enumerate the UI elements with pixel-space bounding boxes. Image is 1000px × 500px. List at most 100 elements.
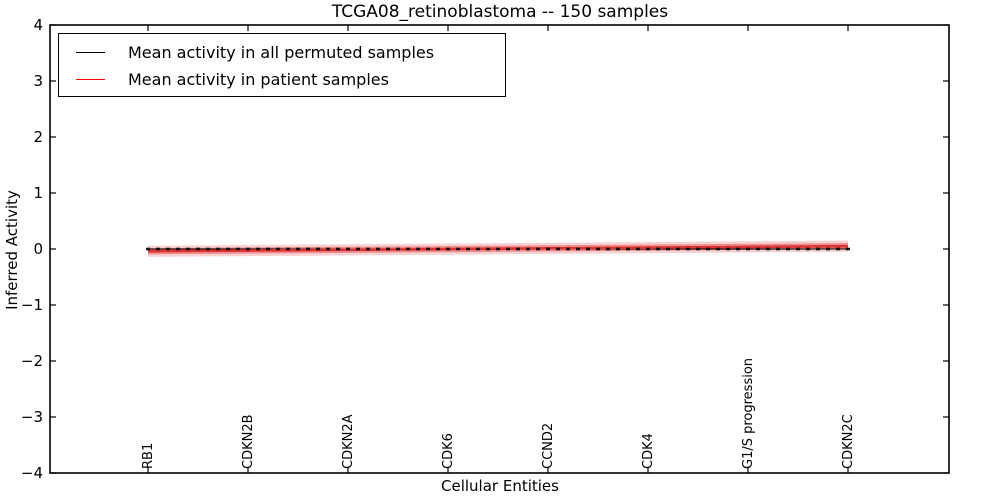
- permuted-mean-marker: [676, 247, 680, 251]
- legend-item-patient: Mean activity in patient samples: [59, 66, 505, 93]
- permuted-mean-marker: [826, 247, 830, 251]
- chart-title: TCGA08_retinoblastoma -- 150 samples: [331, 2, 669, 22]
- permuted-mean-marker: [756, 247, 760, 251]
- y-tick-label: 0: [33, 240, 43, 258]
- permuted-mean-marker: [566, 247, 570, 251]
- permuted-mean-marker: [786, 247, 790, 251]
- y-tick-label: −2: [21, 352, 43, 370]
- permuted-mean-marker: [656, 247, 660, 251]
- permuted-mean-marker: [846, 247, 850, 251]
- x-tick-label: RB1: [141, 443, 156, 469]
- permuted-mean-marker: [296, 247, 300, 251]
- permuted-mean-marker: [716, 247, 720, 251]
- permuted-mean-marker: [806, 247, 810, 251]
- permuted-mean-marker: [386, 247, 390, 251]
- permuted-mean-marker: [796, 247, 800, 251]
- legend-item-permuted: Mean activity in all permuted samples: [59, 39, 505, 66]
- permuted-mean-marker: [286, 247, 290, 251]
- permuted-mean-marker: [336, 247, 340, 251]
- permuted-mean-marker: [276, 247, 280, 251]
- permuted-mean-marker: [486, 247, 490, 251]
- permuted-mean-marker: [776, 247, 780, 251]
- permuted-mean-marker: [696, 247, 700, 251]
- permuted-mean-marker: [556, 247, 560, 251]
- permuted-mean-marker: [506, 247, 510, 251]
- permuted-mean-marker: [476, 247, 480, 251]
- permuted-mean-marker: [766, 247, 770, 251]
- permuted-mean-marker: [316, 247, 320, 251]
- permuted-mean-marker: [206, 247, 210, 251]
- permuted-mean-marker: [326, 247, 330, 251]
- permuted-mean-marker: [646, 247, 650, 251]
- x-tick-label: G1/S progression: [741, 358, 756, 469]
- permuted-mean-marker: [836, 247, 840, 251]
- permuted-mean-marker: [626, 247, 630, 251]
- y-tick-label: 3: [33, 72, 43, 90]
- permuted-mean-marker: [596, 247, 600, 251]
- permuted-mean-marker: [456, 247, 460, 251]
- y-axis-label: Inferred Activity: [3, 190, 21, 310]
- permuted-mean-marker: [666, 247, 670, 251]
- permuted-mean-marker: [176, 247, 180, 251]
- permuted-mean-marker: [446, 247, 450, 251]
- y-tick-label: −3: [21, 408, 43, 426]
- permuted-mean-marker: [226, 247, 230, 251]
- y-tick-label: 2: [33, 128, 43, 146]
- permuted-mean-marker: [436, 247, 440, 251]
- x-tick-label: CDKN2C: [841, 414, 856, 469]
- x-tick-label: CDKN2A: [341, 414, 356, 469]
- permuted-line-swatch: [76, 52, 105, 53]
- legend: Mean activity in all permuted samples Me…: [58, 33, 506, 97]
- permuted-mean-marker: [706, 247, 710, 251]
- y-tick-label: 1: [33, 184, 43, 202]
- permuted-mean-marker: [526, 247, 530, 251]
- permuted-mean-marker: [196, 247, 200, 251]
- permuted-mean-marker: [816, 247, 820, 251]
- permuted-mean-marker: [346, 247, 350, 251]
- permuted-mean-marker: [726, 247, 730, 251]
- permuted-mean-marker: [156, 247, 160, 251]
- permuted-mean-marker: [496, 247, 500, 251]
- x-tick-label: CCND2: [541, 423, 556, 469]
- permuted-mean-marker: [546, 247, 550, 251]
- permuted-mean-marker: [636, 247, 640, 251]
- permuted-mean-marker: [396, 247, 400, 251]
- permuted-mean-marker: [166, 247, 170, 251]
- permuted-mean-marker: [266, 247, 270, 251]
- permuted-mean-marker: [366, 247, 370, 251]
- permuted-mean-marker: [586, 247, 590, 251]
- legend-item-label: Mean activity in patient samples: [128, 70, 389, 89]
- permuted-mean-marker: [686, 247, 690, 251]
- x-tick-label: CDK6: [441, 433, 456, 469]
- permuted-mean-marker: [306, 247, 310, 251]
- y-tick-label: 4: [33, 16, 43, 34]
- x-tick-label: CDKN2B: [241, 414, 256, 469]
- permuted-mean-marker: [356, 247, 360, 251]
- permuted-mean-marker: [616, 247, 620, 251]
- permuted-mean-marker: [256, 247, 260, 251]
- permuted-mean-marker: [516, 247, 520, 251]
- y-tick-label: −1: [21, 296, 43, 314]
- permuted-mean-marker: [376, 247, 380, 251]
- permuted-mean-marker: [466, 247, 470, 251]
- permuted-mean-marker: [216, 247, 220, 251]
- permuted-mean-marker: [746, 247, 750, 251]
- legend-item-label: Mean activity in all permuted samples: [128, 43, 435, 62]
- x-tick-label: CDK4: [641, 433, 656, 469]
- permuted-mean-marker: [416, 247, 420, 251]
- x-axis-label: Cellular Entities: [441, 477, 559, 495]
- permuted-mean-marker: [146, 247, 150, 251]
- permuted-mean-marker: [236, 247, 240, 251]
- permuted-mean-marker: [406, 247, 410, 251]
- y-tick-label: −4: [21, 464, 43, 482]
- patient-line-swatch: [76, 79, 105, 80]
- permuted-mean-marker: [736, 247, 740, 251]
- permuted-mean-marker: [426, 247, 430, 251]
- permuted-mean-marker: [576, 247, 580, 251]
- permuted-mean-marker: [606, 247, 610, 251]
- permuted-mean-marker: [536, 247, 540, 251]
- permuted-mean-marker: [186, 247, 190, 251]
- permuted-mean-marker: [246, 247, 250, 251]
